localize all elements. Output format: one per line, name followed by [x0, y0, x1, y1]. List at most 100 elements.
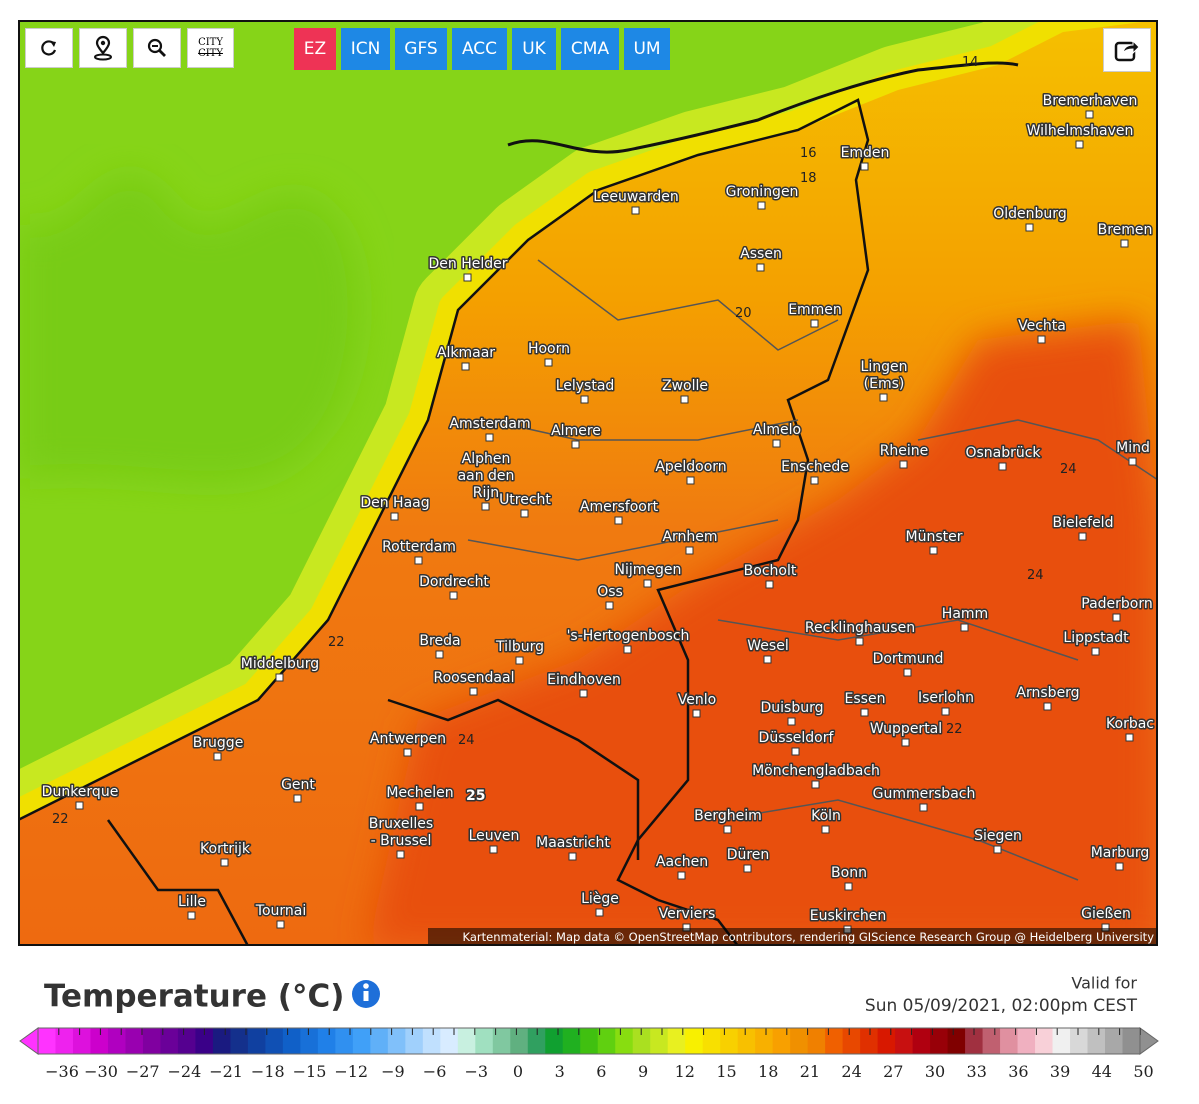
share-button[interactable]	[1103, 28, 1151, 72]
city-marker	[213, 752, 222, 761]
model-button[interactable]: UK	[512, 28, 556, 70]
model-button[interactable]: ACC	[452, 28, 507, 70]
color-swatch	[230, 1028, 249, 1054]
city-label: Lippstadt	[1063, 630, 1129, 646]
city-label: Leuven	[469, 828, 520, 844]
city-label: Breda	[419, 633, 460, 649]
city-label: Marburg	[1091, 845, 1150, 861]
map-frame	[18, 20, 1158, 946]
city-marker	[692, 709, 701, 718]
zoom-button[interactable]	[133, 28, 181, 68]
city-marker	[821, 825, 830, 834]
city-label: Gießen	[1081, 906, 1131, 922]
color-bar-end	[1139, 1027, 1159, 1055]
color-swatch	[615, 1028, 634, 1054]
city-label: Recklinghausen	[805, 620, 915, 636]
city-marker	[811, 780, 820, 789]
model-button[interactable]: GFS	[395, 28, 447, 70]
city-marker	[75, 801, 84, 810]
tick-label: −6	[423, 1062, 447, 1081]
tick-label: 33	[967, 1062, 987, 1081]
city-marker	[485, 433, 494, 442]
city-label: Wuppertal	[870, 721, 942, 737]
city-label: Bonn	[831, 865, 867, 881]
city-marker	[571, 440, 580, 449]
model-button[interactable]: ICN	[341, 28, 390, 70]
color-swatch	[650, 1028, 669, 1054]
city-label: Den Helder	[428, 256, 507, 272]
color-swatch	[1087, 1028, 1106, 1054]
city-label: Osnabrück	[965, 445, 1041, 461]
city-label: aan den	[458, 468, 515, 484]
color-swatch	[825, 1028, 844, 1054]
tick-label: −18	[251, 1062, 285, 1081]
attribution-bg	[428, 928, 1158, 946]
city-label: Apeldoorn	[655, 459, 726, 475]
model-button[interactable]: CMA	[561, 28, 619, 70]
color-swatch	[510, 1028, 529, 1054]
location-button[interactable]	[79, 28, 127, 68]
city-marker	[787, 717, 796, 726]
tick-label: −21	[209, 1062, 243, 1081]
city-layer: Bremerhaven Wilhelmshaven Emden Groningen Le…	[40, 55, 1155, 934]
color-swatch	[527, 1028, 546, 1054]
color-swatch	[492, 1028, 511, 1054]
tick-label: 9	[638, 1062, 648, 1081]
color-swatch	[1122, 1028, 1141, 1054]
city-marker	[643, 579, 652, 588]
contour-label: 24	[458, 733, 475, 748]
model-button[interactable]: EZ	[294, 28, 336, 70]
city-marker	[435, 650, 444, 659]
city-marker	[960, 623, 969, 632]
contour-label: 22	[52, 812, 69, 827]
city-marker	[941, 707, 950, 716]
model-button[interactable]: UM	[624, 28, 670, 70]
city-button-label-off: CITY	[198, 48, 223, 59]
city-label: Rotterdam	[382, 539, 456, 555]
color-swatch	[1035, 1028, 1054, 1054]
city-marker	[187, 911, 196, 920]
color-swatch	[352, 1028, 371, 1054]
city-label: Oldenburg	[993, 206, 1066, 222]
city-label: Korbac	[1106, 716, 1154, 732]
tick-label: 21	[800, 1062, 820, 1081]
city-label: Wilhelmshaven	[1027, 123, 1134, 139]
city-label: Den Haag	[360, 495, 429, 511]
city-marker	[390, 512, 399, 521]
color-swatch	[545, 1028, 564, 1054]
city-marker	[929, 546, 938, 555]
city-label: Emden	[841, 145, 890, 161]
color-swatch	[457, 1028, 476, 1054]
color-swatch	[947, 1028, 966, 1054]
city-button[interactable]: CITY CITY	[187, 28, 234, 68]
city-label: Bocholt	[744, 563, 797, 579]
city-label: Iserlohn	[918, 690, 974, 706]
city-label: - Brussel	[371, 833, 432, 849]
legend-title: Temperature (°C)	[44, 979, 344, 1015]
city-label: Kortrijk	[200, 841, 251, 857]
reload-icon	[41, 40, 57, 56]
city-marker	[293, 794, 302, 803]
city-label: (Ems)	[864, 376, 905, 392]
city-marker	[595, 908, 604, 917]
info-icon[interactable]	[352, 980, 380, 1008]
city-marker	[544, 358, 553, 367]
city-label: Mind	[1116, 440, 1150, 456]
city-marker	[631, 206, 640, 215]
city-label: Duisburg	[761, 700, 824, 716]
color-swatch	[405, 1028, 424, 1054]
city-label: Rijn	[473, 485, 499, 501]
color-swatch	[912, 1028, 931, 1054]
tick-label: 36	[1008, 1062, 1028, 1081]
city-label: Hamm	[942, 606, 988, 622]
city-marker	[579, 689, 588, 698]
city-label: Bremerhaven	[1043, 93, 1138, 109]
reload-button[interactable]	[25, 28, 73, 68]
city-label: Paderborn	[1081, 596, 1152, 612]
city-marker	[614, 516, 623, 525]
city-marker	[1037, 335, 1046, 344]
valid-time: Sun 05/09/2021, 02:00pm CEST	[865, 996, 1138, 1016]
color-swatch	[440, 1028, 459, 1054]
city-marker	[568, 852, 577, 861]
color-swatch	[422, 1028, 441, 1054]
